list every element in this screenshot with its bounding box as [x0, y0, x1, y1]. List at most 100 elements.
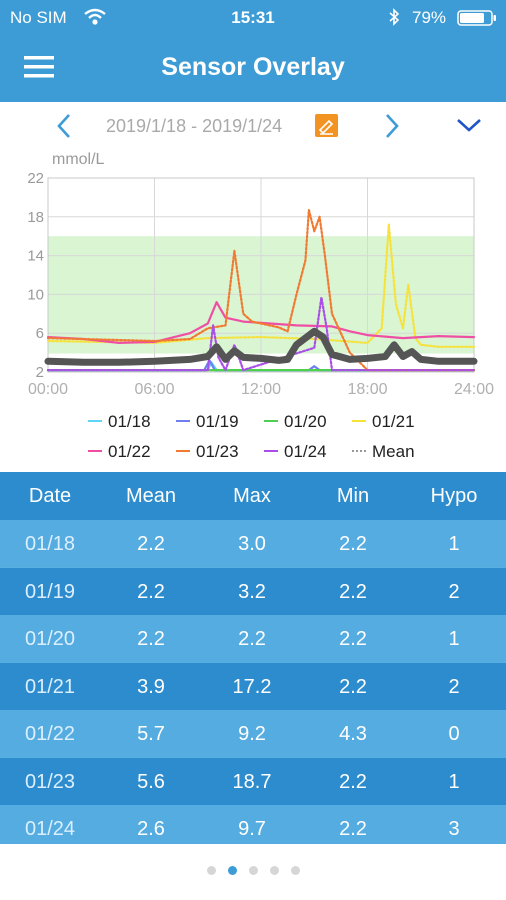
y-tick-label: 6	[36, 325, 44, 342]
x-tick-label: 00:00	[28, 381, 68, 398]
x-tick-label: 24:00	[454, 381, 494, 398]
page-dot[interactable]	[290, 866, 300, 875]
legend-item: 01/19	[176, 410, 239, 434]
legend-item: 01/20	[264, 410, 327, 434]
carrier-label: No SIM	[10, 8, 67, 27]
x-tick-label: 06:00	[134, 381, 174, 398]
x-tick-label: 18:00	[347, 381, 387, 398]
daily-summary-table: Date Mean Max Min Hypo 01/18 2.2 3.0 2.2 1 01/19 2…	[0, 472, 506, 844]
plot-border	[47, 177, 475, 373]
legend-label: 01/20	[284, 412, 327, 431]
table-cell-date: 01/22	[24, 723, 76, 745]
nav-bar: Sensor Overlay	[0, 36, 506, 100]
column-header-min: Min	[336, 485, 370, 507]
table-row[interactable]: 01/22 5.7 9.2 4.3 0	[0, 710, 506, 757]
legend-label: 01/18	[108, 412, 151, 431]
table-cell-date: 01/19	[24, 580, 76, 603]
table-row[interactable]: 01/20 2.2 2.2 2.2 1	[0, 615, 506, 662]
table-cell-max: 3.2	[238, 580, 266, 603]
legend-label: Mean	[372, 442, 415, 461]
chart-canvas: 2 6 10 14 18 22 00:00 06:00 12:00 18:00 24:00 mmol/…	[27, 151, 494, 398]
legend-swatch	[264, 449, 278, 452]
legend-label: 01/21	[372, 412, 415, 431]
table-cell-min: 4.3	[339, 723, 367, 745]
y-tick-label: 22	[27, 170, 44, 187]
table-cell-hypo: 2	[448, 580, 460, 603]
page-indicator	[0, 862, 506, 882]
table-row[interactable]: 01/24 2.6 9.7 2.2 3	[0, 805, 506, 844]
column-header-max: Max	[233, 485, 271, 507]
table-cell-max: 18.7	[232, 770, 272, 793]
table-cell-max: 9.2	[238, 723, 266, 745]
hamburger-menu-icon[interactable]	[24, 54, 54, 80]
column-header-hypo: Hypo	[430, 485, 478, 507]
table-cell-min: 2.2	[339, 580, 367, 603]
table-cell-hypo: 1	[448, 770, 460, 793]
y-tick-label: 2	[36, 364, 44, 381]
table-header: Date Mean Max Min Hypo	[0, 472, 506, 520]
series-line-01-21	[46, 223, 476, 348]
page-dot[interactable]	[206, 866, 216, 875]
table-cell-hypo: 1	[448, 628, 460, 650]
legend-item: Mean	[352, 440, 415, 464]
chevron-right-icon[interactable]	[382, 112, 402, 140]
legend-swatch	[352, 449, 366, 452]
legend-swatch	[176, 419, 190, 422]
table-row[interactable]: 01/18 2.2 3.0 2.2 1	[0, 520, 506, 567]
series-line-mean	[44, 327, 478, 366]
table-cell-date: 01/20	[24, 628, 76, 650]
status-bar: No SIM 15:31 79%	[0, 0, 506, 34]
table-cell-date: 01/24	[24, 818, 76, 840]
legend-item: 01/22	[88, 440, 151, 464]
table-cell-date: 01/21	[24, 675, 76, 698]
glucose-overlay-chart: 2 6 10 14 18 22 00:00 06:00 12:00 18:00 24:00 mmol/…	[0, 146, 506, 466]
legend-item: 01/21	[352, 410, 415, 434]
table-cell-min: 2.2	[339, 818, 367, 840]
legend-label: 01/23	[196, 442, 239, 461]
page-dot[interactable]	[269, 866, 279, 875]
page-title: Sensor Overlay	[161, 53, 345, 81]
battery-icon	[457, 10, 496, 26]
table-cell-hypo: 3	[448, 818, 460, 840]
table-row[interactable]: 01/23 5.6 18.7 2.2 1	[0, 757, 506, 805]
x-tick-label: 12:00	[241, 381, 281, 398]
table-row[interactable]: 01/19 2.2 3.2 2.2 2	[0, 567, 506, 615]
table-cell-min: 2.2	[339, 770, 367, 793]
table-cell-max: 3.0	[238, 533, 266, 555]
legend-label: 01/22	[108, 442, 151, 461]
table-cell-max: 9.7	[238, 818, 266, 840]
legend-item: 01/23	[176, 440, 239, 464]
chevron-left-icon[interactable]	[54, 112, 74, 140]
table-cell-hypo: 2	[448, 675, 460, 698]
table-cell-date: 01/23	[24, 770, 76, 793]
legend-swatch	[88, 449, 102, 452]
table-cell-mean: 2.2	[137, 628, 165, 650]
table-cell-date: 01/18	[24, 533, 76, 555]
edit-icon[interactable]	[315, 114, 338, 137]
series-line-01-22	[46, 301, 476, 344]
chevron-down-icon[interactable]	[456, 116, 482, 134]
table-cell-hypo: 0	[448, 723, 460, 745]
table-cell-mean: 3.9	[137, 675, 165, 698]
chart-legend: 01/18 01/19 01/20 01/21 01/22 01/23 01/24 Mean	[0, 406, 506, 470]
legend-label: 01/19	[196, 412, 239, 431]
page-dot[interactable]	[227, 866, 237, 875]
status-time: 15:31	[231, 8, 275, 27]
table-row[interactable]: 01/21 3.9 17.2 2.2 2	[0, 662, 506, 710]
table-cell-mean: 2.2	[137, 580, 165, 603]
legend-item: 01/24	[264, 440, 327, 464]
table-cell-mean: 5.6	[137, 770, 165, 793]
table-cell-mean: 2.2	[137, 533, 165, 555]
legend-item: 01/18	[88, 410, 151, 434]
table-cell-mean: 5.7	[137, 723, 165, 745]
table-cell-mean: 2.6	[137, 818, 165, 840]
date-range-label: 2019/1/18 - 2019/1/24	[106, 116, 283, 136]
legend-label: 01/24	[284, 442, 327, 461]
legend-swatch	[264, 419, 278, 422]
table-cell-hypo: 1	[448, 533, 460, 555]
table-cell-min: 2.2	[339, 533, 367, 555]
legend-swatch	[88, 419, 102, 422]
y-tick-label: 14	[27, 248, 44, 265]
page-dot[interactable]	[248, 866, 258, 875]
column-header-mean: Mean	[125, 485, 177, 507]
